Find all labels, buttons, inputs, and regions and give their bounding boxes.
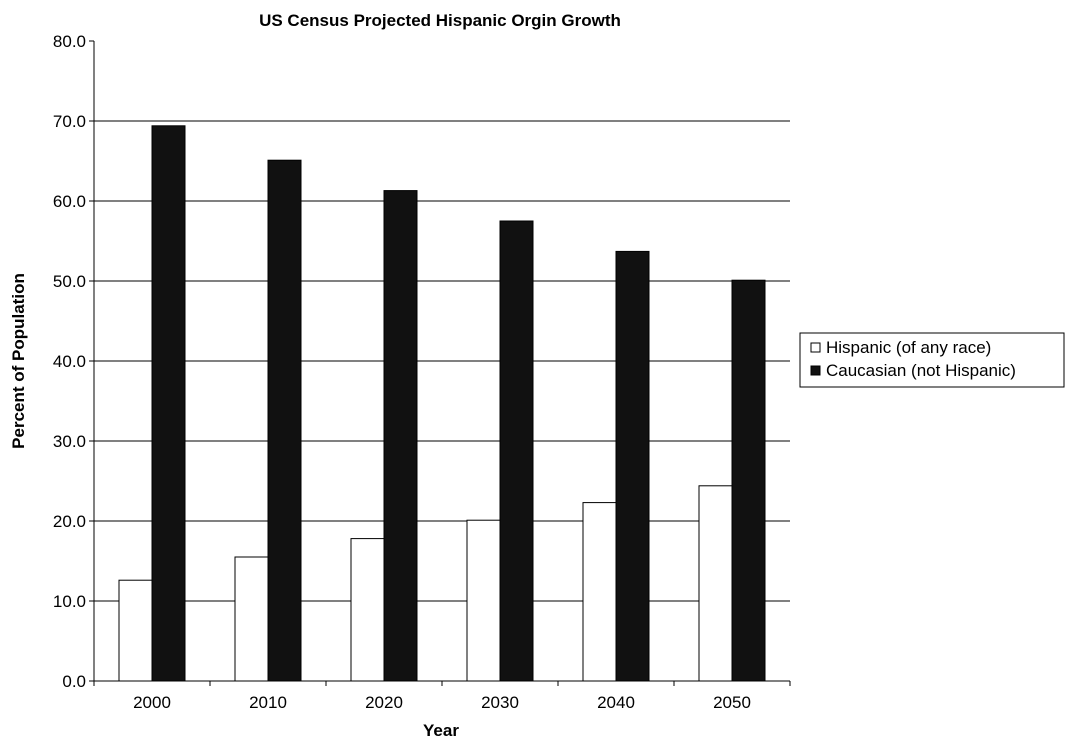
y-tick-label: 70.0 [53,112,86,131]
chart-title: US Census Projected Hispanic Orgin Growt… [259,11,621,30]
bar-caucasian-2010 [267,159,302,682]
x-tick-label: 2020 [365,693,403,712]
bar-caucasian-2030 [499,220,534,682]
y-tick-label: 60.0 [53,192,86,211]
bar-hispanic-2050 [698,485,733,682]
bar-caucasian-2000 [151,125,186,682]
legend-label: Caucasian (not Hispanic) [826,361,1016,380]
bar-hispanic-2020 [350,538,385,682]
x-tick-label: 2010 [249,693,287,712]
y-tick-label: 80.0 [53,32,86,51]
y-tick-label: 40.0 [53,352,86,371]
x-tick-label: 2030 [481,693,519,712]
axes [89,40,791,686]
bars [118,125,766,682]
x-tick-label: 2050 [713,693,751,712]
bar-caucasian-2050 [731,279,766,682]
bar-hispanic-2040 [582,502,617,682]
x-axis-title: Year [423,721,459,740]
x-tick-labels: 2000 2010 2020 2030 2040 2050 [133,693,751,712]
bar-caucasian-2040 [615,250,650,682]
x-tick-label: 2000 [133,693,171,712]
legend-swatch [810,342,821,353]
y-tick-labels: 0.0 10.0 20.0 30.0 40.0 50.0 60.0 70.0 80.0 [53,32,86,691]
legend-swatch [810,365,821,376]
bar-caucasian-2020 [383,190,418,682]
y-tick-label: 20.0 [53,512,86,531]
bar-hispanic-2010 [234,556,269,682]
y-tick-label: 10.0 [53,592,86,611]
legend: Hispanic (of any race) Caucasian (not His… [799,332,1065,388]
y-tick-label: 0.0 [62,672,86,691]
bar-hispanic-2030 [466,519,501,682]
y-tick-label: 50.0 [53,272,86,291]
x-tick-label: 2040 [597,693,635,712]
bar-hispanic-2000 [118,579,153,682]
y-axis-title: Percent of Population [9,273,28,449]
gridlines [94,120,790,602]
legend-box [799,332,1065,388]
y-tick-label: 30.0 [53,432,86,451]
legend-label: Hispanic (of any race) [826,338,991,357]
